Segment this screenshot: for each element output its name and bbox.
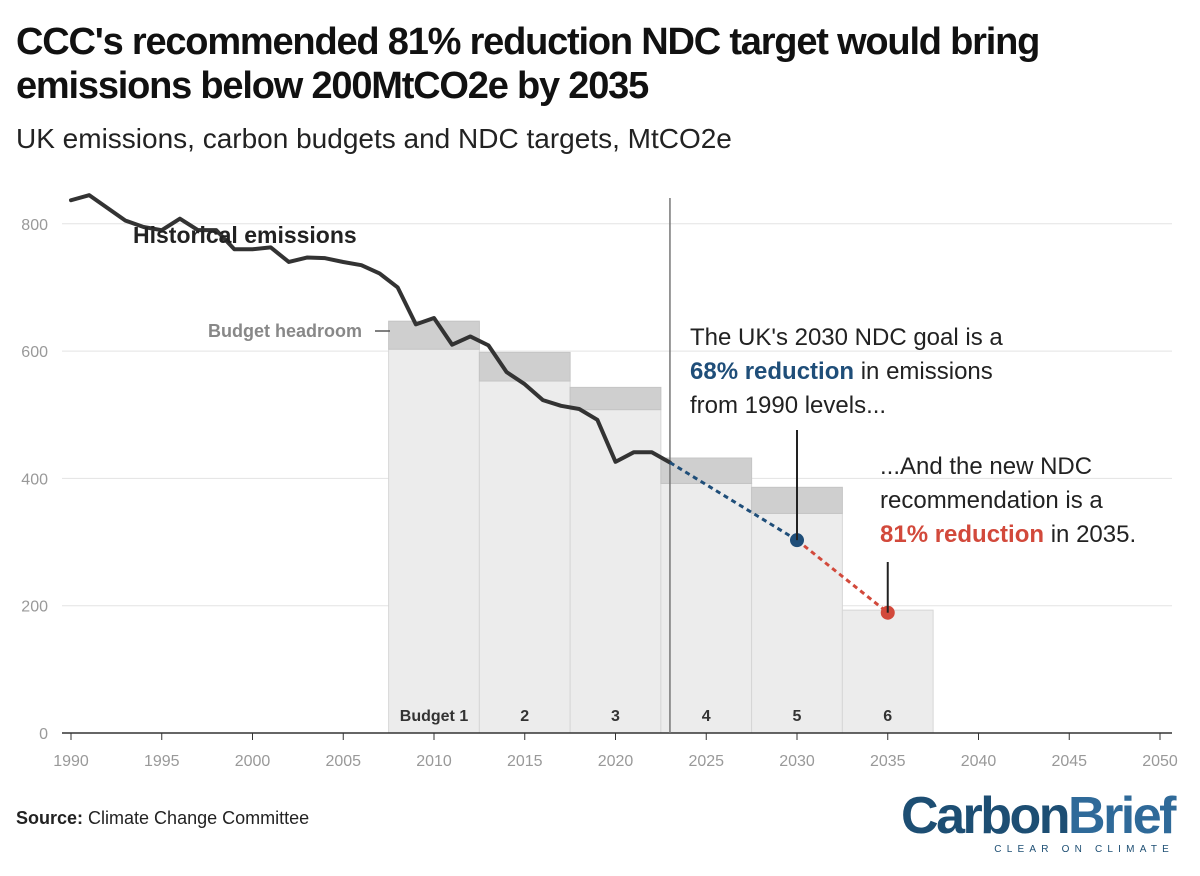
ndc2035-text-rest: in 2035.: [1044, 521, 1136, 548]
y-tick-label: 400: [21, 471, 48, 488]
x-tick-label: 2010: [416, 753, 452, 770]
y-tick-label: 800: [21, 217, 48, 234]
x-tick-label: 1995: [144, 753, 180, 770]
historical-emissions-line: [69, 193, 672, 465]
x-tick-label: 2020: [598, 753, 634, 770]
ndc2030-text-line1: The UK's 2030 NDC goal is a: [690, 324, 1003, 351]
x-tick-label: 2015: [507, 753, 543, 770]
x-tick-label: 2030: [779, 753, 815, 770]
ndc2035-highlight: 81% reduction: [880, 521, 1044, 548]
budget-block: [388, 348, 480, 734]
budget-block: [751, 512, 843, 734]
budget-headroom-block: [388, 320, 480, 350]
budget-headroom-block: [660, 457, 753, 484]
emission-lines: [69, 193, 895, 620]
projection-line-red: [796, 538, 889, 614]
budget-label: 6: [883, 708, 892, 725]
ndc2035-text-line1: ...And the new NDC: [880, 453, 1092, 480]
target-point-red: [880, 605, 895, 620]
chart-subtitle: UK emissions, carbon budgets and NDC tar…: [16, 123, 732, 154]
budget-block: [660, 482, 753, 734]
ndc2030-text-rest: in emissions: [854, 358, 993, 385]
historical-emissions-label: Historical emissions: [133, 222, 357, 248]
budget-label: Budget 1: [400, 708, 469, 725]
x-tick-label: 2000: [235, 753, 271, 770]
x-tick-label: 1990: [53, 753, 89, 770]
ndc2035-text-line2: recommendation is a: [880, 487, 1103, 514]
logo-wordmark: CarbonBrief: [901, 787, 1176, 845]
x-tick-label: 2005: [325, 753, 361, 770]
budget-headroom-block: [478, 351, 571, 382]
budget-block: [841, 609, 934, 734]
ndc2030-text-line3: from 1990 levels...: [690, 392, 886, 419]
logo-part-brief: Brief: [1068, 787, 1176, 845]
source-label: Source:: [16, 808, 84, 828]
x-tick-label: 2040: [961, 753, 997, 770]
chart-title: CCC's recommended 81% reduction NDC targ…: [16, 21, 1040, 107]
x-tick-label: 2045: [1051, 753, 1087, 770]
source-text: Climate Change Committee: [88, 808, 310, 828]
budget-label: 2: [520, 708, 529, 725]
budget-headroom-block: [569, 386, 662, 411]
projection-line-blue: [669, 461, 798, 542]
x-tick-label: 2035: [870, 753, 906, 770]
annotations: Historical emissions Budget headroom The U…: [133, 222, 1136, 613]
logo-part-carbon: Carbon: [901, 787, 1071, 845]
y-tick-label: 0: [39, 726, 48, 743]
budget-label: 5: [793, 708, 802, 725]
carbonbrief-logo: CarbonBrief CLEAR ON CLIMATE: [901, 787, 1176, 855]
budget-headroom-label: Budget headroom: [208, 321, 362, 341]
x-tick-label: 2050: [1142, 753, 1178, 770]
y-tick-label: 600: [21, 344, 48, 361]
budget-label: 3: [611, 708, 620, 725]
ndc2030-text-line2: 68% reduction in emissions: [690, 358, 993, 385]
emissions-chart: Budget 1 2 3 4 5 6 0 200 400 600 800 1990 1995 2000 2…: [21, 193, 1178, 770]
y-tick-label: 200: [21, 599, 48, 616]
ndc2035-text-line3: 81% reduction in 2035.: [880, 521, 1136, 548]
budget-block: [478, 380, 571, 734]
source-note: Source: Climate Change Committee: [16, 808, 309, 829]
ndc2030-highlight: 68% reduction: [690, 358, 854, 385]
budget-label: 4: [702, 708, 711, 725]
axes: 0 200 400 600 800 1990 1995 2000 2005 2010 2015 202…: [21, 198, 1178, 770]
logo-tagline: CLEAR ON CLIMATE: [994, 844, 1174, 855]
x-tick-label: 2025: [688, 753, 724, 770]
